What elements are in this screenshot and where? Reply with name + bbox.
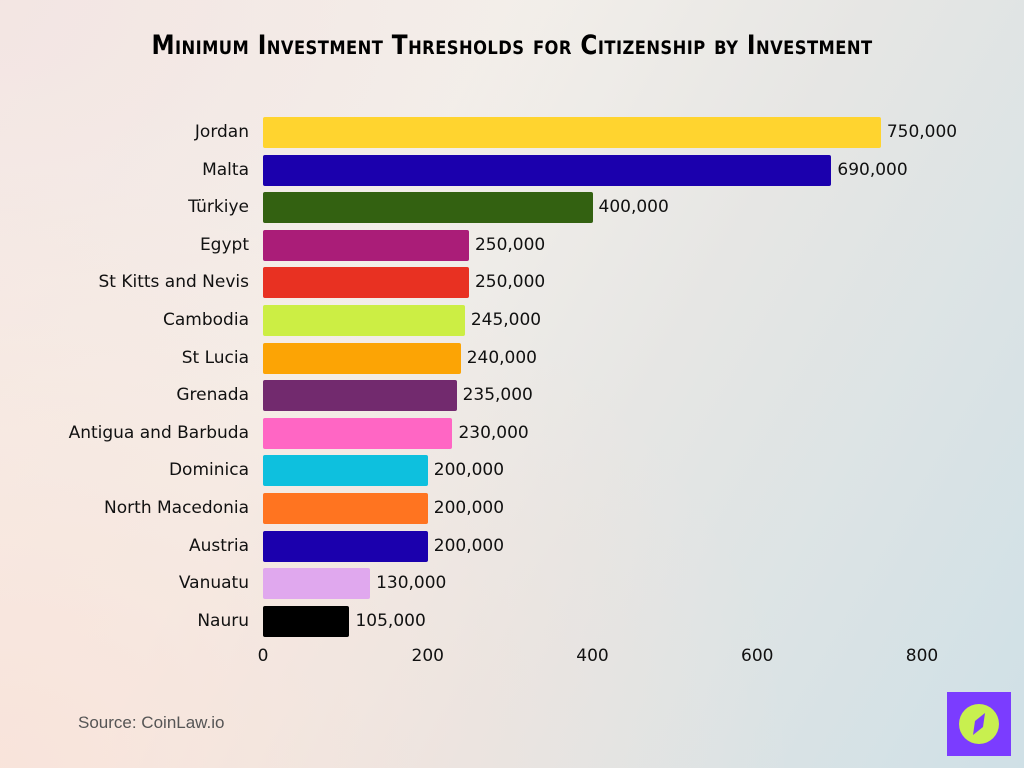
bar [263, 530, 428, 562]
category-label: Egypt [199, 234, 249, 255]
value-label: 200,000 [433, 460, 505, 481]
value-label: 250,000 [474, 272, 546, 293]
bar [263, 605, 350, 637]
category-label: Nauru [197, 610, 249, 631]
value-label: 750,000 [886, 122, 958, 142]
bar [263, 455, 428, 487]
bar-row: North Macedonia 200,000 [0, 493, 1024, 524]
value-label: 200,000 [433, 498, 505, 518]
bar-row: Malta 690,000 [0, 154, 1024, 186]
value-label: 230,000 [458, 422, 529, 443]
value-label: 235,000 [462, 385, 533, 406]
x-axis-tick: 800 [905, 646, 939, 666]
source-caption: Source: CoinLaw.io [78, 713, 225, 732]
bar [263, 192, 593, 224]
value-label: 130,000 [376, 573, 447, 594]
bar-row: Antigua and Barbuda 230,000 [0, 417, 1024, 449]
bar-row: Grenada 235,000 [0, 380, 1024, 412]
bar-row: Dominica 200,000 [0, 455, 1024, 487]
value-label: 400,000 [598, 197, 669, 218]
category-label: Dominica [168, 460, 249, 481]
bar-row: Jordan 750,000 [0, 117, 1024, 148]
value-label: 240,000 [466, 347, 537, 368]
bar [263, 568, 371, 600]
category-label: Vanuatu [178, 573, 249, 594]
bar-row: Türkiye 400,000 [0, 192, 1024, 224]
brand-logo [947, 692, 1011, 756]
bar [263, 117, 881, 148]
category-label: Austria [188, 535, 249, 556]
bar-row: Nauru 105,000 [0, 605, 1024, 637]
category-label: St Kitts and Nevis [98, 272, 249, 293]
compass-icon [959, 704, 999, 744]
value-label: 105,000 [355, 610, 426, 631]
bar [263, 342, 461, 374]
bar-row: St Kitts and Nevis 250,000 [0, 267, 1024, 299]
value-label: 690,000 [837, 159, 908, 180]
bar [263, 154, 832, 186]
x-axis-tick: 200 [411, 646, 444, 666]
value-label: 200,000 [433, 535, 505, 556]
bar [263, 305, 465, 336]
bar [263, 380, 457, 412]
category-label: Türkiye [188, 197, 249, 218]
category-label: Antigua and Barbuda [68, 422, 249, 443]
x-axis-tick: 600 [741, 646, 774, 666]
bar [263, 267, 469, 299]
bar [263, 493, 428, 524]
bar [263, 417, 453, 449]
bar [263, 229, 469, 261]
category-label: Jordan [194, 122, 249, 142]
value-label: 250,000 [474, 234, 546, 255]
bar-row: Austria 200,000 [0, 530, 1024, 562]
category-label: Grenada [176, 385, 249, 406]
category-label: Malta [202, 159, 249, 180]
bar-row: St Lucia 240,000 [0, 342, 1024, 374]
category-label: Cambodia [163, 310, 249, 330]
x-axis-tick: 400 [576, 646, 609, 666]
x-axis-tick: 0 [257, 646, 269, 666]
value-label: 245,000 [470, 310, 542, 330]
chart-title: Minimum Investment Thresholds for Citize… [151, 30, 873, 61]
bar-row: Egypt 250,000 [0, 229, 1024, 261]
bar-row: Cambodia 245,000 [0, 305, 1024, 336]
bar-row: Vanuatu 130,000 [0, 568, 1024, 600]
category-label: North Macedonia [104, 498, 249, 518]
category-label: St Lucia [181, 347, 249, 368]
